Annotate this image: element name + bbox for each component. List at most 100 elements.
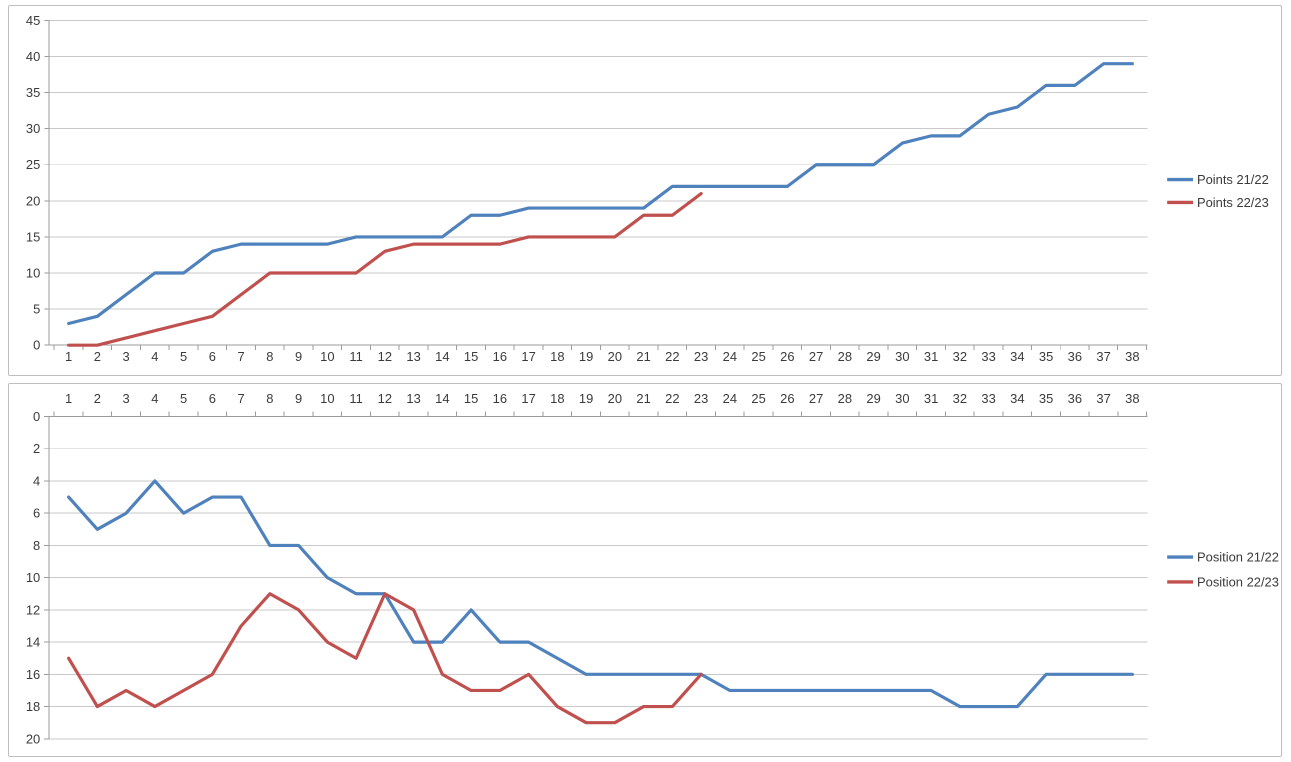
y-axis-label: 35 (26, 85, 40, 100)
y-axis-labels: 0 5 10 15 20 25 30 35 40 45 (26, 13, 40, 353)
y-axis-label: 4 (33, 473, 40, 488)
x-axis-label: 24 (723, 391, 737, 406)
y-axis-label: 10 (26, 570, 40, 585)
x-axis-label: 1 (65, 391, 72, 406)
x-axis-label: 29 (866, 391, 880, 406)
series-line-position-21-22[interactable] (67, 479, 1134, 709)
x-axis-label: 9 (295, 349, 302, 364)
x-axis-label: 9 (295, 391, 302, 406)
x-axis-label: 22 (665, 391, 679, 406)
x-axis-label: 7 (238, 391, 245, 406)
x-axis-label: 27 (809, 391, 823, 406)
x-axis-label: 33 (981, 349, 995, 364)
x-axis-label: 35 (1039, 391, 1053, 406)
y-axis-label: 45 (26, 13, 40, 28)
x-axis-label: 10 (320, 349, 334, 364)
x-axis-label: 12 (378, 391, 392, 406)
legend-item-points-22-23[interactable]: Points 22/23 (1167, 195, 1269, 210)
x-axis-labels: 1 2 3 4 5 6 7 8 9 10 11 12 13 14 15 16 17 18 19 20 21 22 23 24 2… (65, 349, 1140, 364)
x-axis-label: 15 (464, 349, 478, 364)
x-axis-label: 21 (636, 391, 650, 406)
x-axis-label: 8 (266, 349, 273, 364)
x-axis-label: 36 (1068, 349, 1082, 364)
x-axis-label: 27 (809, 349, 823, 364)
x-axis-label: 38 (1125, 391, 1139, 406)
y-axis-label: 15 (26, 229, 40, 244)
x-axis-label: 2 (94, 391, 101, 406)
x-axis-label: 6 (209, 349, 216, 364)
x-axis-label: 23 (694, 391, 708, 406)
points-chart[interactable]: 0 5 10 15 20 25 30 35 40 45 1 2 3 4 5 6 7 8 9 10 11 12 13 14 15 1… (8, 5, 1282, 376)
x-axis-label: 25 (751, 349, 765, 364)
x-axis-label: 31 (924, 349, 938, 364)
legend-label: Points 21/22 (1197, 172, 1269, 187)
series-line-points-21-22[interactable] (67, 62, 1134, 326)
x-axis-label: 10 (320, 391, 334, 406)
x-axis-label: 6 (209, 391, 216, 406)
x-axis-label: 22 (665, 349, 679, 364)
x-axis-label: 37 (1096, 391, 1110, 406)
x-axis-label: 13 (406, 349, 420, 364)
y-axis-label: 18 (26, 699, 40, 714)
x-axis-label: 36 (1068, 391, 1082, 406)
x-axis-label: 16 (493, 349, 507, 364)
y-axis-label: 20 (26, 731, 40, 746)
x-axis-label: 5 (180, 391, 187, 406)
legend: Points 21/22 Points 22/23 (1167, 172, 1269, 210)
x-ticks (53, 345, 1147, 351)
x-axis-label: 18 (550, 349, 564, 364)
x-axis-label: 14 (435, 349, 449, 364)
x-axis-label: 13 (406, 391, 420, 406)
y-axis-label: 40 (26, 49, 40, 64)
x-axis-label: 26 (780, 391, 794, 406)
x-axis-label: 11 (349, 391, 362, 406)
x-axis-label: 21 (636, 349, 650, 364)
legend-item-position-21-22[interactable]: Position 21/22 (1167, 550, 1279, 565)
legend: Position 21/22 Position 22/23 (1167, 550, 1279, 589)
x-axis-label: 15 (464, 391, 478, 406)
x-axis-label: 28 (838, 349, 852, 364)
legend-label: Position 21/22 (1197, 550, 1279, 565)
legend-item-points-21-22[interactable]: Points 21/22 (1167, 172, 1269, 187)
y-axis-label: 10 (26, 265, 40, 280)
x-axis-label: 31 (924, 391, 938, 406)
y-axis-label: 25 (26, 157, 40, 172)
x-axis-label: 37 (1096, 349, 1110, 364)
y-axis-label: 6 (33, 506, 40, 521)
legend-item-position-22-23[interactable]: Position 22/23 (1167, 574, 1279, 589)
x-axis-label: 14 (435, 391, 449, 406)
x-axis-label: 32 (953, 349, 967, 364)
series-line-position-22-23[interactable] (67, 592, 703, 725)
y-axis-label: 30 (26, 121, 40, 136)
x-axis-label: 4 (151, 391, 158, 406)
x-axis-label: 5 (180, 349, 187, 364)
legend-label: Position 22/23 (1197, 574, 1279, 589)
x-axis-label: 4 (151, 349, 158, 364)
y-axis-label: 2 (33, 441, 40, 456)
x-axis-label: 29 (866, 349, 880, 364)
y-axis-label: 16 (26, 667, 40, 682)
legend-label: Points 22/23 (1197, 195, 1269, 210)
x-axis-labels: 1 2 3 4 5 6 7 8 9 10 11 12 13 14 15 16 17 18 19 20 21 22 23 24 2… (65, 391, 1140, 406)
x-axis-label: 12 (378, 349, 392, 364)
x-axis-label: 1 (65, 349, 72, 364)
x-ticks (53, 411, 1148, 417)
y-axis-label: 20 (26, 193, 40, 208)
x-axis-label: 26 (780, 349, 794, 364)
series-line-points-22-23[interactable] (67, 192, 703, 347)
x-axis-label: 38 (1125, 349, 1139, 364)
position-chart[interactable]: 0 2 4 6 8 10 12 14 16 18 20 1 2 3 4 5 6 7 8 9 10 11 12 13 14 15 16… (8, 383, 1282, 757)
x-axis-label: 30 (895, 349, 909, 364)
x-axis-label: 7 (238, 349, 245, 364)
y-axis-label: 0 (33, 338, 40, 353)
x-axis-label: 18 (550, 391, 564, 406)
y-gridlines (49, 19, 1148, 346)
y-axis (44, 19, 50, 346)
x-axis-label: 25 (751, 391, 765, 406)
x-axis-label: 34 (1010, 391, 1024, 406)
x-axis-label: 17 (521, 391, 535, 406)
x-axis-label: 8 (266, 391, 273, 406)
